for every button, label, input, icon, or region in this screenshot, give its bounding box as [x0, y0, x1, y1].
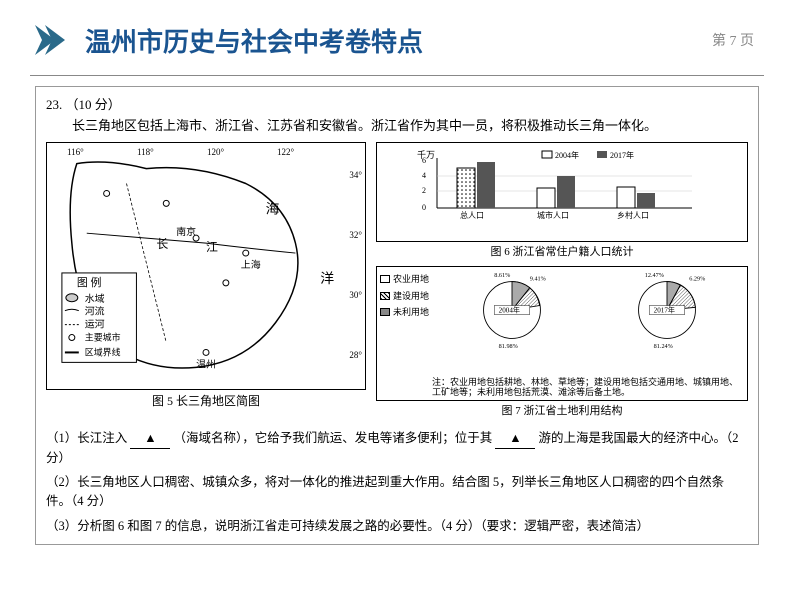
sub-question-3: （3）分析图 6 和图 7 的信息，说明浙江省走可持续发展之路的必要性。（4 分…	[46, 517, 748, 536]
svg-text:81.24%: 81.24%	[653, 343, 672, 350]
svg-text:6.29%: 6.29%	[689, 276, 705, 283]
pie-chart-caption: 图 7 浙江省土地利用结构	[376, 401, 748, 423]
svg-text:2004年: 2004年	[555, 150, 579, 160]
lon-120: 120°	[207, 145, 224, 159]
svg-text:4: 4	[422, 171, 426, 180]
svg-text:区域界线: 区域界线	[85, 346, 121, 357]
arrow-icon	[30, 20, 70, 60]
legend-agri: 农业用地	[380, 272, 435, 286]
pie-2017-svg: 12.47% 6.29% 81.24% 2017年	[622, 270, 712, 350]
svg-text:运河: 运河	[85, 318, 105, 330]
svg-text:千万: 千万	[417, 150, 435, 160]
pie-chart-box: 农业用地 建设用地 未利用地	[376, 266, 748, 401]
lon-118: 118°	[137, 145, 154, 159]
question-intro: 长三角地区包括上海市、浙江省、江苏省和安徽省。浙江省作为其中一员，将积极推动长三…	[46, 116, 748, 137]
svg-text:0: 0	[422, 203, 426, 212]
svg-text:南京: 南京	[176, 225, 196, 238]
svg-text:长: 长	[156, 237, 168, 251]
svg-text:81.98%: 81.98%	[499, 343, 518, 350]
question-number: 23.	[46, 97, 62, 112]
svg-text:9.41%: 9.41%	[530, 276, 546, 283]
q1-part1: （1）长江注入	[46, 431, 127, 445]
legend-unused-label: 未利用地	[393, 305, 429, 319]
svg-text:江: 江	[206, 240, 218, 254]
pie-legend: 农业用地 建设用地 未利用地	[380, 270, 435, 397]
legend-agri-label: 农业用地	[393, 272, 429, 286]
pie-note: 注：农业用地包括耕地、林地、草地等；建设用地包括交通用地、城镇用地、工矿地等；未…	[432, 377, 742, 399]
svg-text:洋: 洋	[320, 270, 334, 286]
sub-question-1: （1）长江注入 ▲ （海域名称），它给予我们航运、发电等诸多便利；位于其 ▲ 游…	[46, 429, 748, 468]
page-number: 第 7 页	[712, 30, 754, 50]
blank-2: ▲	[495, 429, 535, 449]
svg-text:河流: 河流	[85, 304, 105, 317]
header-divider	[30, 75, 764, 76]
sub-question-2: （2）长三角地区人口稠密、城镇众多，将对一体化的推进起到重大作用。结合图 5，列…	[46, 473, 748, 511]
pie-2004-svg: 8.61% 9.41% 81.98% 2004年	[467, 270, 557, 350]
svg-text:2: 2	[422, 186, 426, 195]
bar-chart-caption: 图 6 浙江省常住户籍人口统计	[376, 242, 748, 264]
svg-text:8.61%: 8.61%	[494, 272, 510, 279]
lon-116: 116°	[67, 145, 84, 159]
map-svg: 海 长 江 南京 上海 洋 温州 图 例 水域 河流 运河 主要城市	[47, 143, 365, 383]
svg-text:2017年: 2017年	[610, 150, 634, 160]
blank-1: ▲	[130, 429, 170, 449]
legend-unused: 未利用地	[380, 305, 435, 319]
svg-text:6: 6	[422, 156, 426, 165]
svg-text:水域: 水域	[85, 291, 105, 304]
q1-part2: （海域名称），它给予我们航运、发电等诸多便利；位于其	[174, 431, 493, 445]
page-title: 温州市历史与社会中考卷特点	[85, 22, 423, 59]
charts-section: 千万 0 2 4 6 总人口 城市人口	[376, 142, 748, 423]
bar-chart-svg: 千万 0 2 4 6 总人口 城市人口	[382, 148, 742, 223]
question-header: 23. （10 分）	[46, 95, 748, 116]
svg-text:温州: 温州	[196, 358, 216, 370]
legend-build: 建设用地	[380, 289, 435, 303]
map-caption: 图 5 长三角地区简图	[46, 390, 366, 413]
map-wrapper: 116° 118° 120° 122° 34° 32° 30° 28°	[46, 142, 366, 423]
svg-text:乡村人口: 乡村人口	[617, 210, 649, 220]
header: 温州市历史与社会中考卷特点 第 7 页	[0, 0, 794, 70]
svg-text:主要城市: 主要城市	[85, 331, 121, 342]
svg-text:2004年: 2004年	[499, 306, 520, 315]
svg-text:12.47%: 12.47%	[645, 272, 664, 279]
legend-build-label: 建设用地	[393, 289, 429, 303]
lat-34: 34°	[349, 168, 362, 182]
lat-32: 32°	[349, 228, 362, 242]
content-box: 23. （10 分） 长三角地区包括上海市、浙江省、江苏省和安徽省。浙江省作为其…	[35, 86, 759, 545]
lat-30: 30°	[349, 288, 362, 302]
bar-chart-box: 千万 0 2 4 6 总人口 城市人口	[376, 142, 748, 242]
svg-text:城市人口: 城市人口	[537, 210, 569, 220]
map-section: 116° 118° 120° 122° 34° 32° 30° 28°	[46, 142, 366, 391]
svg-text:上海: 上海	[241, 258, 261, 271]
svg-text:海: 海	[266, 201, 280, 217]
svg-text:2017年: 2017年	[653, 306, 674, 315]
question-points: （10 分）	[66, 97, 121, 112]
lon-122: 122°	[277, 145, 294, 159]
svg-text:图 例: 图 例	[77, 274, 102, 288]
lat-28: 28°	[349, 348, 362, 362]
svg-text:总人口: 总人口	[460, 210, 484, 220]
figures-row: 116° 118° 120° 122° 34° 32° 30° 28°	[46, 142, 748, 423]
